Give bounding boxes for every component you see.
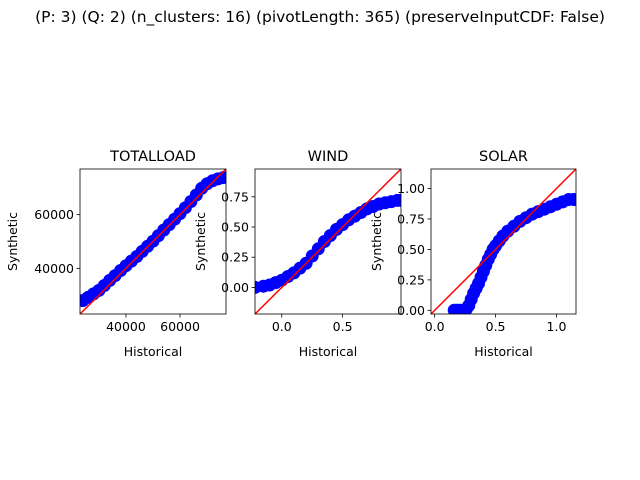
- y-axis-label: Synthetic: [5, 212, 20, 271]
- y-tick-label: 40000: [34, 261, 74, 276]
- data-point: [394, 193, 401, 207]
- subplot-wind: 0.0 0.5 0.00 0.25 0.50 0.75 WIND Historical Synt…: [193, 149, 402, 359]
- reference-line: [80, 169, 226, 314]
- subplot-totalload: 40000 60000 40000 60000 TOTALLOAD Historical S…: [5, 149, 227, 359]
- y-tick-label: 0.50: [397, 242, 425, 257]
- y-tick-label: 0.00: [221, 280, 249, 295]
- axes-frame: [430, 168, 577, 315]
- x-axis-label: Historical: [299, 344, 358, 359]
- y-axis-label: Synthetic: [193, 212, 208, 271]
- x-tick-label: 0.0: [272, 319, 292, 334]
- subplot-solar: 0.0 0.5 1.0 0.00 0.25 0.50 0.75 1.00 SOLAR Histor…: [369, 149, 577, 359]
- axes-frame: [79, 168, 227, 315]
- y-axis-label: Synthetic: [369, 212, 384, 271]
- subplot-title: TOTALLOAD: [109, 149, 196, 165]
- y-tick-label: 0.00: [397, 303, 425, 318]
- x-tick-label: 40000: [106, 319, 146, 334]
- y-tick-label: 0.25: [397, 272, 425, 287]
- subplot-title: SOLAR: [479, 149, 528, 165]
- reference-line: [255, 169, 401, 314]
- axes-frame: [254, 168, 402, 315]
- y-tick-label: 0.50: [221, 220, 249, 235]
- y-tick-label: 1.00: [397, 181, 425, 196]
- x-axis-label: Historical: [474, 344, 533, 359]
- data-point: [567, 193, 576, 206]
- figure-suptitle: (P: 3) (Q: 2) (n_clusters: 16) (pivotLen…: [35, 8, 605, 26]
- x-axis-label: Historical: [124, 344, 183, 359]
- x-tick-label: 0.0: [425, 319, 445, 334]
- y-tick-label: 0.75: [221, 189, 249, 204]
- data-point: [216, 171, 226, 185]
- reference-line: [431, 169, 576, 314]
- y-tick-label: 60000: [34, 207, 74, 222]
- x-tick-label: 0.5: [486, 319, 506, 334]
- x-tick-label: 60000: [160, 319, 200, 334]
- y-tick-label: 0.25: [221, 250, 249, 265]
- x-tick-label: 0.5: [333, 319, 353, 334]
- x-tick-label: 1.0: [547, 319, 567, 334]
- scatter-points: [447, 193, 576, 314]
- subplot-title: WIND: [308, 149, 349, 165]
- y-tick-label: 0.75: [397, 211, 425, 226]
- scatter-points: [255, 193, 401, 294]
